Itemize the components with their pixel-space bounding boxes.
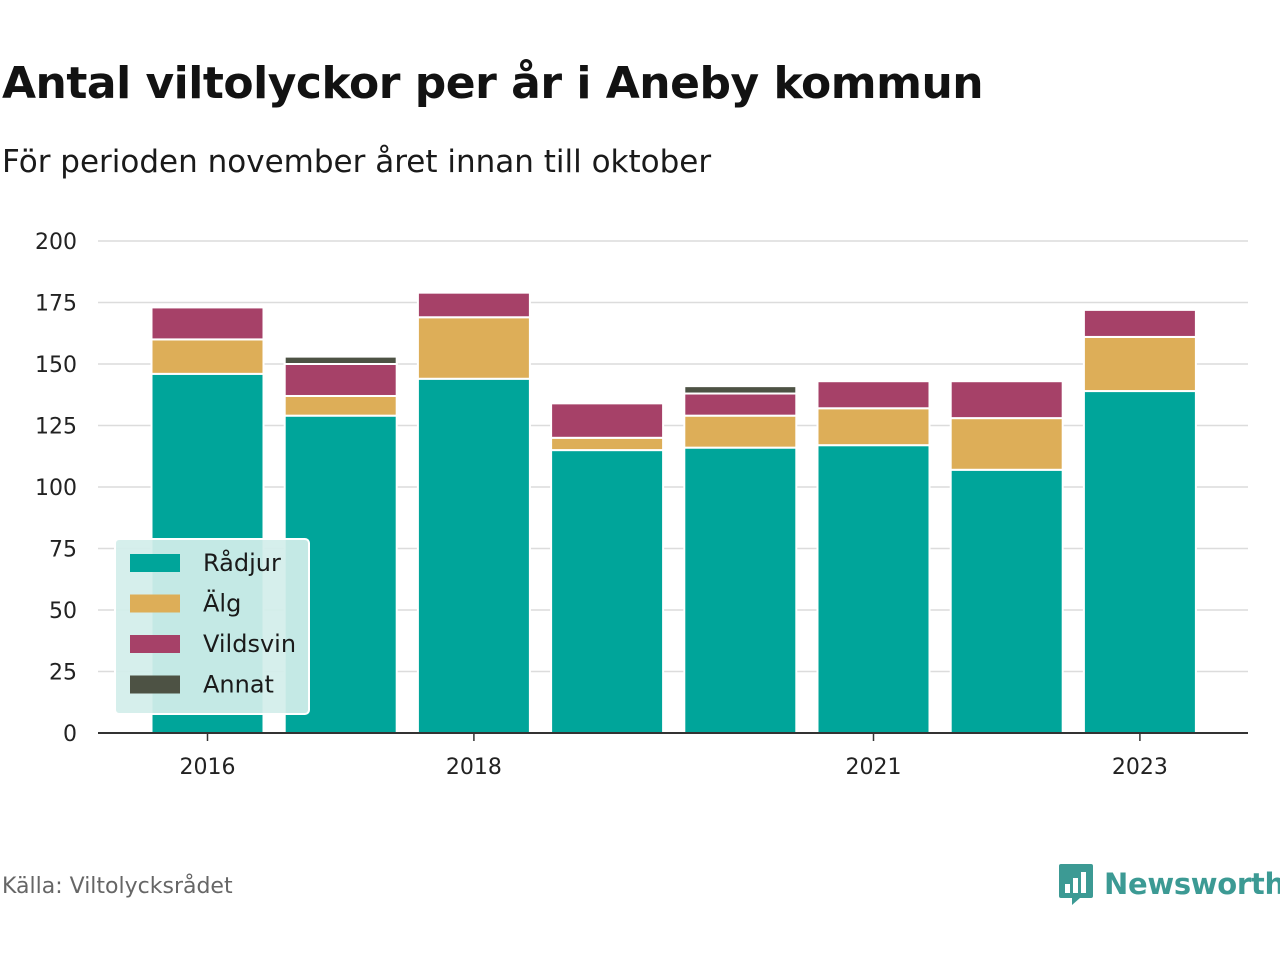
y-tick-label: 25 xyxy=(49,661,77,686)
bar-segment xyxy=(550,436,665,452)
bar-segment xyxy=(283,394,398,417)
y-tick-label: 0 xyxy=(63,722,77,747)
bar-segment xyxy=(816,444,931,734)
bar-segment xyxy=(150,338,265,375)
chart-title: Antal viltolyckor per år i Aneby kommun xyxy=(2,58,984,109)
y-tick-label: 75 xyxy=(49,538,77,563)
bar-segment xyxy=(416,377,531,734)
legend-swatch xyxy=(130,675,180,694)
x-tick-label: 2016 xyxy=(180,755,236,780)
legend-label: Älg xyxy=(203,589,241,618)
x-tick-label: 2023 xyxy=(1112,755,1168,780)
bar-segment xyxy=(1082,308,1197,338)
legend-swatch xyxy=(130,554,180,572)
bar-segment xyxy=(949,417,1064,471)
bar-segment xyxy=(949,468,1064,734)
bar-segment xyxy=(816,407,931,447)
bar-segment xyxy=(949,380,1064,420)
y-tick-label: 50 xyxy=(49,599,77,624)
y-tick-label: 150 xyxy=(35,353,77,378)
legend-label: Rådjur xyxy=(203,548,281,577)
bar-segment xyxy=(683,446,798,734)
x-tick-label: 2021 xyxy=(846,755,902,780)
bar-segment xyxy=(683,392,798,417)
bar-segment xyxy=(283,355,398,365)
bar-segment xyxy=(550,449,665,734)
bar-segment xyxy=(1082,335,1197,393)
y-tick-label: 175 xyxy=(35,292,77,317)
chart-subtitle: För perioden november året innan till ok… xyxy=(2,144,712,180)
legend-label: Vildsvin xyxy=(203,630,296,658)
y-tick-label: 100 xyxy=(35,476,77,501)
bar-segment xyxy=(1082,390,1197,734)
legend-label: Annat xyxy=(203,671,274,699)
bar-segment xyxy=(283,363,398,397)
legend-swatch xyxy=(130,594,180,613)
bar-segment xyxy=(683,414,798,449)
source-note: Källa: Viltolycksrådet xyxy=(2,874,233,899)
y-tick-label: 125 xyxy=(35,415,77,440)
x-tick-label: 2018 xyxy=(446,755,502,780)
brand-logo: Newsworthy xyxy=(1058,862,1280,906)
y-tick-label: 200 xyxy=(35,230,77,255)
bar-segment xyxy=(550,402,665,439)
bar-segment xyxy=(150,306,265,341)
bar-segment xyxy=(816,380,931,410)
legend-box xyxy=(114,538,310,715)
bar-segment xyxy=(683,385,798,395)
bar-chart-speech-icon xyxy=(1059,864,1093,905)
bar-segment xyxy=(416,316,531,380)
legend-swatch xyxy=(130,635,180,653)
brand-name: Newsworthy xyxy=(1104,867,1280,901)
bar-segment xyxy=(416,291,531,319)
